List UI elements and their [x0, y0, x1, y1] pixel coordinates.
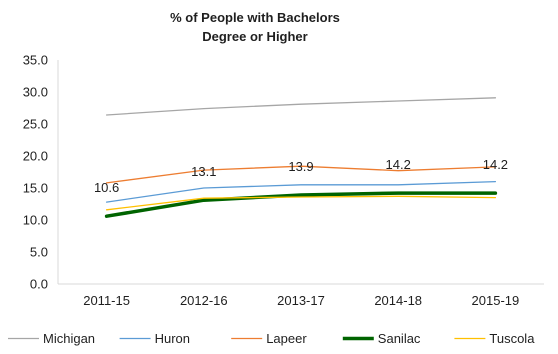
legend: Michigan Huron Lapeer Sanilac Tuscola — [8, 331, 535, 346]
x-tick-label: 2014-18 — [374, 293, 422, 308]
x-tick-label: 2011-15 — [83, 293, 130, 308]
data-label: 13.1 — [191, 164, 216, 179]
y-tick-label: 20.0 — [23, 149, 48, 164]
y-tick-labels: 0.0 5.0 10.0 15.0 20.0 25.0 30.0 35.0 — [23, 53, 48, 292]
legend-label-michigan: Michigan — [43, 331, 95, 346]
y-tick-label: 0.0 — [30, 277, 48, 292]
chart-title-line-1: % of People with Bachelors — [170, 10, 340, 25]
series-line-tuscola — [105, 195, 497, 211]
data-label: 14.2 — [483, 157, 508, 172]
data-label: 13.9 — [288, 159, 313, 174]
series-line-huron — [105, 180, 497, 203]
chart-title-line-2: Degree or Higher — [202, 29, 307, 44]
y-tick-label: 10.0 — [23, 213, 48, 228]
legend-label-lapeer: Lapeer — [266, 331, 307, 346]
legend-label-huron: Huron — [155, 331, 190, 346]
y-tick-label: 25.0 — [23, 117, 48, 132]
y-tick-label: 5.0 — [30, 245, 48, 260]
x-tick-label: 2013-17 — [277, 293, 325, 308]
series-lines — [104, 97, 498, 218]
x-tick-label: 2015-19 — [472, 293, 520, 308]
series-line-sanilac — [104, 191, 498, 218]
legend-label-tuscola: Tuscola — [489, 331, 535, 346]
y-tick-label: 30.0 — [23, 85, 48, 100]
x-tick-label: 2012-16 — [180, 293, 228, 308]
y-tick-label: 35.0 — [23, 53, 48, 68]
data-label: 10.6 — [94, 180, 119, 195]
data-label: 14.2 — [386, 157, 411, 172]
data-labels: 10.6 13.1 13.9 14.2 14.2 — [94, 157, 508, 195]
y-tick-label: 15.0 — [23, 181, 48, 196]
series-line-lapeer — [105, 165, 497, 184]
x-tick-labels: 2011-15 2012-16 2013-17 2014-18 2015-19 — [83, 293, 519, 308]
series-line-michigan — [105, 97, 497, 116]
legend-label-sanilac: Sanilac — [378, 331, 421, 346]
